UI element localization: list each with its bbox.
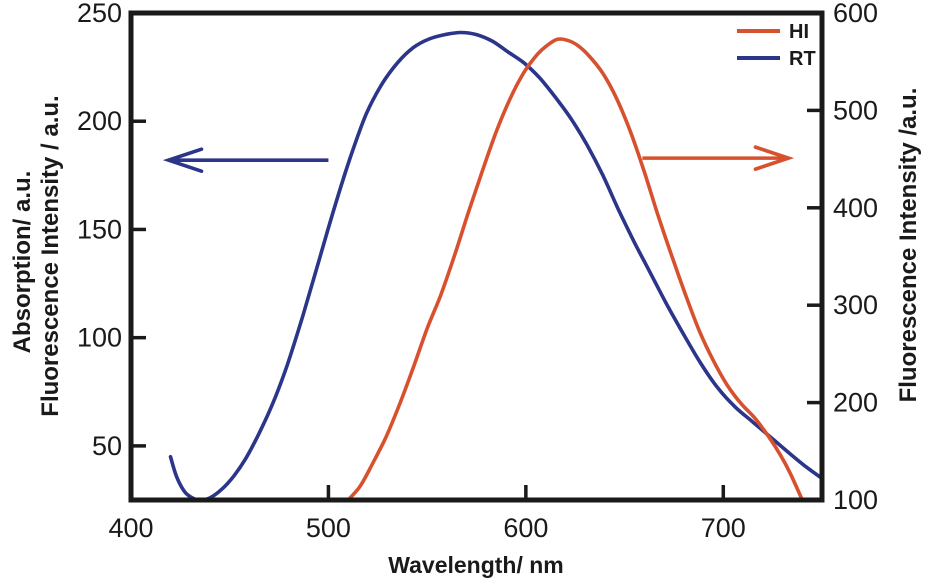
y-right-tick-label: 100	[833, 485, 878, 515]
x-tick-label: 600	[503, 513, 548, 543]
legend-label-hi: HI	[789, 21, 809, 43]
y-left-tick-label: 100	[77, 323, 122, 353]
right-arrow	[642, 145, 795, 171]
plot-frame	[128, 10, 825, 503]
arrow-head	[753, 145, 795, 171]
arrow-head	[162, 147, 204, 173]
left-axis-title-absorption: Absorption/ a.u.	[9, 171, 36, 354]
axis-pointer-arrows	[162, 145, 795, 173]
x-axis-title: Wavelength/ nm	[388, 552, 564, 578]
right-axis-title: Fluorescence Intensity /a.u.	[895, 88, 922, 403]
y-left-tick-label: 150	[77, 214, 122, 244]
plot-border	[128, 10, 825, 503]
y-right-tick-label: 200	[833, 388, 878, 418]
tick-labels: 400 500 600 700 50 100 150 200 250 100 200 300 400 50…	[77, 0, 878, 543]
y-right-tick-label: 400	[833, 193, 878, 223]
curve-layer	[168, 30, 824, 502]
y-right-tick-label: 300	[833, 290, 878, 320]
x-tick-label: 700	[701, 513, 746, 543]
legend-label-rt: RT	[789, 48, 816, 70]
tick-marks	[133, 108, 820, 498]
x-tick-label: 500	[306, 513, 351, 543]
y-left-tick-label: 250	[77, 0, 122, 28]
left-arrow	[162, 147, 329, 173]
y-left-tick-label: 200	[77, 106, 122, 136]
curve-rt	[168, 30, 824, 502]
legend: HI RT	[737, 21, 816, 70]
x-tick-label: 400	[108, 513, 153, 543]
y-left-tick-label: 50	[92, 431, 122, 461]
y-right-tick-label: 500	[833, 95, 878, 125]
y-right-tick-label: 600	[833, 0, 878, 28]
left-axis-title-fluorescence: Fluorescence Intensity / a.u.	[37, 95, 64, 416]
curve-hi	[346, 37, 805, 502]
